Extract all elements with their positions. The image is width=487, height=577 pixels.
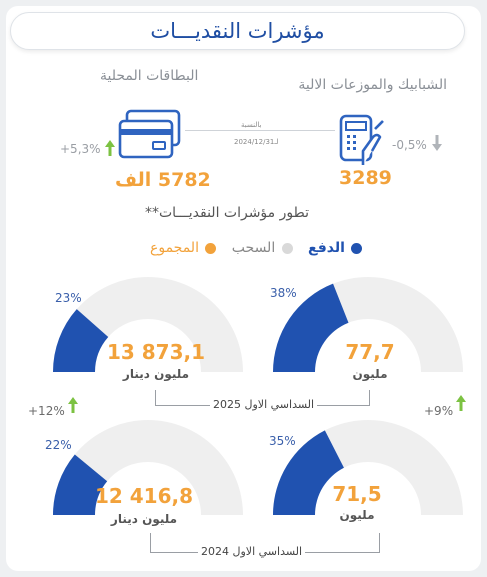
legend-total-dot	[205, 242, 217, 254]
growth-payment-up-arrow-icon	[456, 395, 466, 415]
gauge-center-g2024_total	[97, 464, 199, 566]
gauge-center-g2025_payment	[317, 321, 419, 423]
gauge-fill-g2024_payment	[273, 430, 344, 515]
cards-label: البطاقات المحلية	[100, 68, 199, 84]
legend-withdrawal-label: السحب	[231, 240, 276, 256]
gauge-2024-payment-percent: 35%	[269, 434, 296, 448]
growth-total-up-arrow-icon	[68, 397, 78, 417]
gauge-2025-total-unit: مليون دينار	[122, 367, 190, 381]
legend-payment-label: الدفع	[308, 240, 345, 256]
growth-total: +12%	[28, 404, 65, 418]
gauge-2024-total-value: 12 416,8	[94, 484, 194, 508]
terminals-label: الشبابيك والموزعات الالية	[298, 77, 447, 93]
gauge-fill-g2025_payment	[273, 283, 349, 372]
title-box: مؤشرات النقديـــات	[10, 12, 465, 50]
section-title: تطور مؤشرات النقديـــات**	[145, 205, 309, 221]
gauge-2024-payment-value: 71,5	[332, 482, 382, 506]
terminals-value: 3289	[339, 167, 392, 189]
gauge-2024-payment-unit: مليون	[339, 508, 375, 522]
legend: الدفع السحب المجموع	[150, 240, 364, 256]
relative-note: بالنسبة	[241, 121, 262, 129]
gauge-fill-g2025_total	[53, 309, 109, 372]
gauge-2025-payment-value: 77,7	[345, 340, 395, 364]
gauge-2024-total-percent: 22%	[45, 438, 72, 452]
gauge-2025-total-percent: 23%	[55, 291, 82, 305]
gauge-center-g2025_total	[97, 321, 199, 423]
period-2024-label: السداسي الاول 2024	[198, 545, 306, 558]
gauge-2024-total-unit: مليون دينار	[110, 512, 178, 526]
legend-payment-dot	[351, 242, 363, 254]
gauge-center-g2024_payment	[317, 464, 419, 566]
relative-date: لـ2024/12/31	[234, 138, 279, 146]
legend-withdrawal-dot	[281, 242, 293, 254]
gauge-2025-payment-unit: مليون	[352, 367, 388, 381]
up-arrow-icon	[105, 140, 115, 160]
bank-cards-icon	[117, 108, 183, 164]
payment-terminal-icon	[337, 113, 387, 171]
legend-total-label: المجموع	[150, 240, 199, 256]
down-arrow-icon	[432, 135, 442, 155]
growth-payment: +9%	[424, 404, 454, 418]
period-2025-label: السداسي الاول 2025	[210, 398, 318, 411]
cards-change: +5,3%	[60, 142, 101, 156]
gauge-2025-payment-percent: 38%	[270, 286, 297, 300]
gauge-2025-total-value: 13 873,1	[106, 340, 206, 364]
terminals-change: -0,5%	[392, 138, 427, 152]
connector-line	[185, 130, 335, 131]
gauge-fill-g2024_total	[53, 454, 108, 515]
page-title: مؤشرات النقديـــات	[150, 19, 325, 43]
cards-value: 5782 الف	[115, 169, 211, 191]
